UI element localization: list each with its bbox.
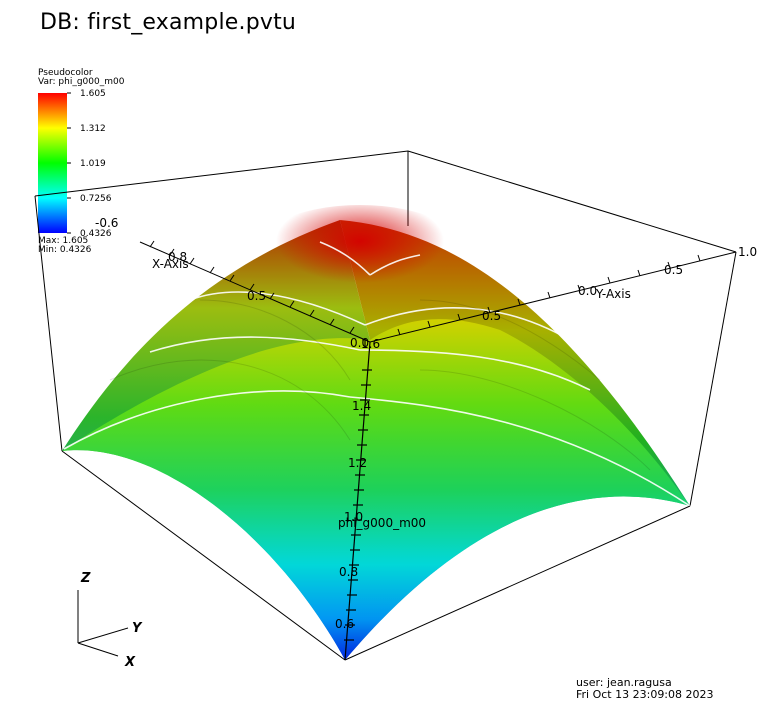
plot-title: DB: first_example.pvtu: [40, 10, 297, 35]
legend-variable: Var: phi_g000_m00: [38, 77, 125, 87]
y-tick-label: 1.0: [738, 245, 757, 259]
legend-tick: 1.605: [80, 89, 106, 99]
y-tick-label: 0.5: [664, 263, 683, 277]
legend-tick: 0.7256: [80, 194, 112, 204]
bounding-box-front: [61, 450, 691, 661]
y-axis-label: Y-Axis: [595, 287, 631, 301]
contour-lines: [63, 241, 691, 507]
y-tick-label: 0.0: [578, 284, 597, 298]
surface-plot: [62, 205, 690, 660]
legend-tick: 1.019: [80, 159, 106, 169]
legend-plot-type: Pseudocolor: [38, 68, 93, 78]
render-date: Fri Oct 13 23:09:08 2023: [576, 688, 714, 701]
legend-min: Min: 0.4326: [38, 245, 92, 255]
user-info: user: jean.ragusa: [576, 676, 672, 689]
legend-tick: 0.4326: [80, 229, 112, 239]
orientation-triad: [77, 590, 129, 657]
bounding-box-back: [34, 150, 737, 507]
z-axis-label: phi_g000_m00: [338, 516, 426, 530]
triad-x-label: X: [124, 655, 136, 670]
x-tick-label: 0.0: [350, 336, 369, 350]
z-tick-label: 0.6: [335, 617, 354, 631]
grid-mesh: [109, 299, 651, 471]
z-tick-label: 1.2: [348, 456, 367, 470]
z-tick-label: 1.6: [361, 337, 380, 351]
triad-y-label: Y: [132, 621, 143, 636]
z-tick-label: 1.4: [352, 399, 371, 413]
z-tick-label: 0.8: [339, 565, 358, 579]
x-axis: [139, 240, 371, 343]
y-axis: [369, 251, 737, 343]
y-tick-label: 0.5: [482, 309, 501, 323]
color-legend-bar: [38, 92, 71, 234]
x-tick-label: 0.5: [247, 289, 266, 303]
z-axis: [344, 341, 372, 661]
legend-max: Max: 1.605: [38, 236, 89, 246]
x-tick-label: -0.6: [95, 216, 118, 230]
triad-z-label: Z: [80, 571, 91, 586]
x-tick-label: 0.8: [168, 250, 187, 264]
legend-tick: 1.312: [80, 124, 106, 134]
z-tick-label: 1.0: [344, 510, 363, 524]
x-axis-label: X-Axis: [152, 257, 189, 271]
